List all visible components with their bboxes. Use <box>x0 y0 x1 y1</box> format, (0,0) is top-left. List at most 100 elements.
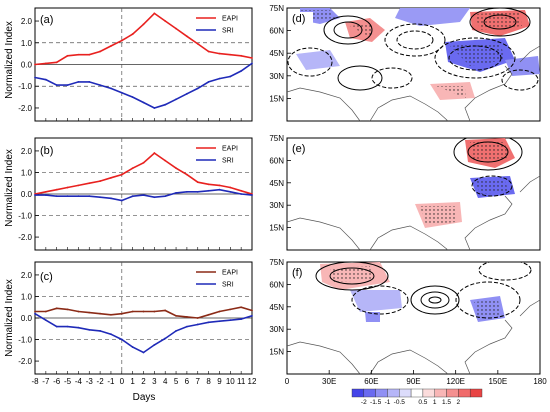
colorbar-swatch <box>375 388 388 398</box>
line-panel-a: 2.0 1.0 0.0 -1.0 -2.0 EAPI SRI (a) Normalized … <box>4 7 253 122</box>
data-point <box>66 84 69 87</box>
lon-tick-label: 90E <box>406 377 420 386</box>
x-tick-label: 9 <box>217 377 222 386</box>
data-point <box>44 310 47 313</box>
data-point <box>55 195 58 198</box>
data-point <box>66 325 69 328</box>
map-panel-f <box>286 261 541 375</box>
colorbar-label: -1 <box>385 399 391 406</box>
lat-tick-label: 15N <box>269 348 284 357</box>
x-tick-label: 7 <box>196 377 201 386</box>
x-tick-label: 1 <box>130 377 135 386</box>
data-point <box>229 53 232 56</box>
data-point <box>77 195 80 198</box>
data-point <box>251 309 253 312</box>
data-point <box>196 323 199 326</box>
data-point <box>120 173 123 176</box>
colorbar-swatch <box>387 388 400 398</box>
data-point <box>240 54 243 57</box>
x-tick-label: 11 <box>237 377 246 386</box>
map-panel-d <box>286 7 541 122</box>
colorbar: -2 -1.5 -1 -0.5 0.5 1 1.5 2 <box>351 388 483 406</box>
y-tick-label: 2.0 <box>21 147 33 156</box>
data-point <box>251 314 253 317</box>
data-point <box>229 308 232 311</box>
data-point <box>142 23 145 26</box>
data-point <box>44 319 47 322</box>
data-point <box>77 53 80 56</box>
data-point <box>120 39 123 42</box>
data-point <box>131 96 134 98</box>
data-point <box>131 346 134 348</box>
panel-label-bg <box>291 142 313 155</box>
data-point <box>142 310 145 313</box>
y-tick-label: -2.0 <box>18 104 32 113</box>
colorbar-label: 1.5 <box>442 399 451 406</box>
colorbar-swatch <box>363 388 376 398</box>
lon-tick-label: 180 <box>533 377 547 386</box>
panel-c-label: (c) <box>40 271 53 283</box>
data-point <box>240 306 243 309</box>
data-point <box>164 20 167 22</box>
neg-anomaly-area <box>350 290 402 312</box>
data-point <box>218 77 221 80</box>
data-point <box>153 344 156 346</box>
data-point <box>186 173 188 176</box>
data-point <box>229 75 232 78</box>
data-point <box>131 33 134 35</box>
data-point <box>66 195 69 198</box>
data-point <box>120 91 123 94</box>
data-point <box>186 190 188 193</box>
data-point <box>251 57 253 59</box>
data-point <box>229 190 232 193</box>
data-point <box>120 199 123 202</box>
data-point <box>207 80 210 83</box>
panel-a-label: (a) <box>40 14 53 26</box>
data-point <box>142 351 145 354</box>
data-point <box>55 307 58 310</box>
data-point <box>110 87 112 90</box>
data-point <box>88 53 91 56</box>
x-tick-label: 12 <box>248 377 257 386</box>
data-point <box>196 42 199 45</box>
data-point <box>77 310 80 313</box>
data-point <box>99 84 101 87</box>
data-point <box>88 80 91 83</box>
y-tick-label: 1.0 <box>21 168 33 177</box>
colorbar-label: 2 <box>457 399 461 406</box>
data-point <box>175 27 177 30</box>
data-point <box>34 194 36 196</box>
x-tick-label: -5 <box>64 377 72 386</box>
lat-tick-label: 60N <box>269 27 284 36</box>
lon-tick-label: 150E <box>488 377 507 386</box>
lat-tick-label: 45N <box>269 303 284 312</box>
neg-anomaly-area <box>395 8 470 26</box>
data-point <box>131 167 134 170</box>
data-point <box>153 107 156 109</box>
colorbar-label: 0.5 <box>418 399 427 406</box>
lon-tick-label: 30E <box>322 377 336 386</box>
y-tick-label: -1.0 <box>18 212 32 221</box>
line-panel-b: 2.0 1.0 0.0 -1.0 -2.0 EAPI SRI (b) Normalized … <box>4 137 253 251</box>
colorbar-swatch <box>422 388 435 398</box>
data-point <box>196 87 199 90</box>
lat-tick-label: 30N <box>269 72 284 81</box>
y-tick-label: 2.0 <box>21 271 33 280</box>
data-point <box>218 52 221 55</box>
panel-b-label: (b) <box>40 145 53 157</box>
data-point <box>88 311 91 314</box>
data-point <box>88 195 91 198</box>
x-tick-label: 5 <box>174 377 179 386</box>
data-point <box>44 190 47 193</box>
data-point <box>186 92 188 95</box>
y-tick-label: -1.0 <box>18 336 32 345</box>
data-point <box>240 189 243 192</box>
data-point <box>55 84 58 87</box>
data-point <box>240 318 243 320</box>
data-point <box>251 62 253 65</box>
data-point <box>99 312 101 315</box>
data-point <box>55 61 58 64</box>
data-point <box>34 63 36 66</box>
y-tick-label: 2.0 <box>21 17 33 26</box>
